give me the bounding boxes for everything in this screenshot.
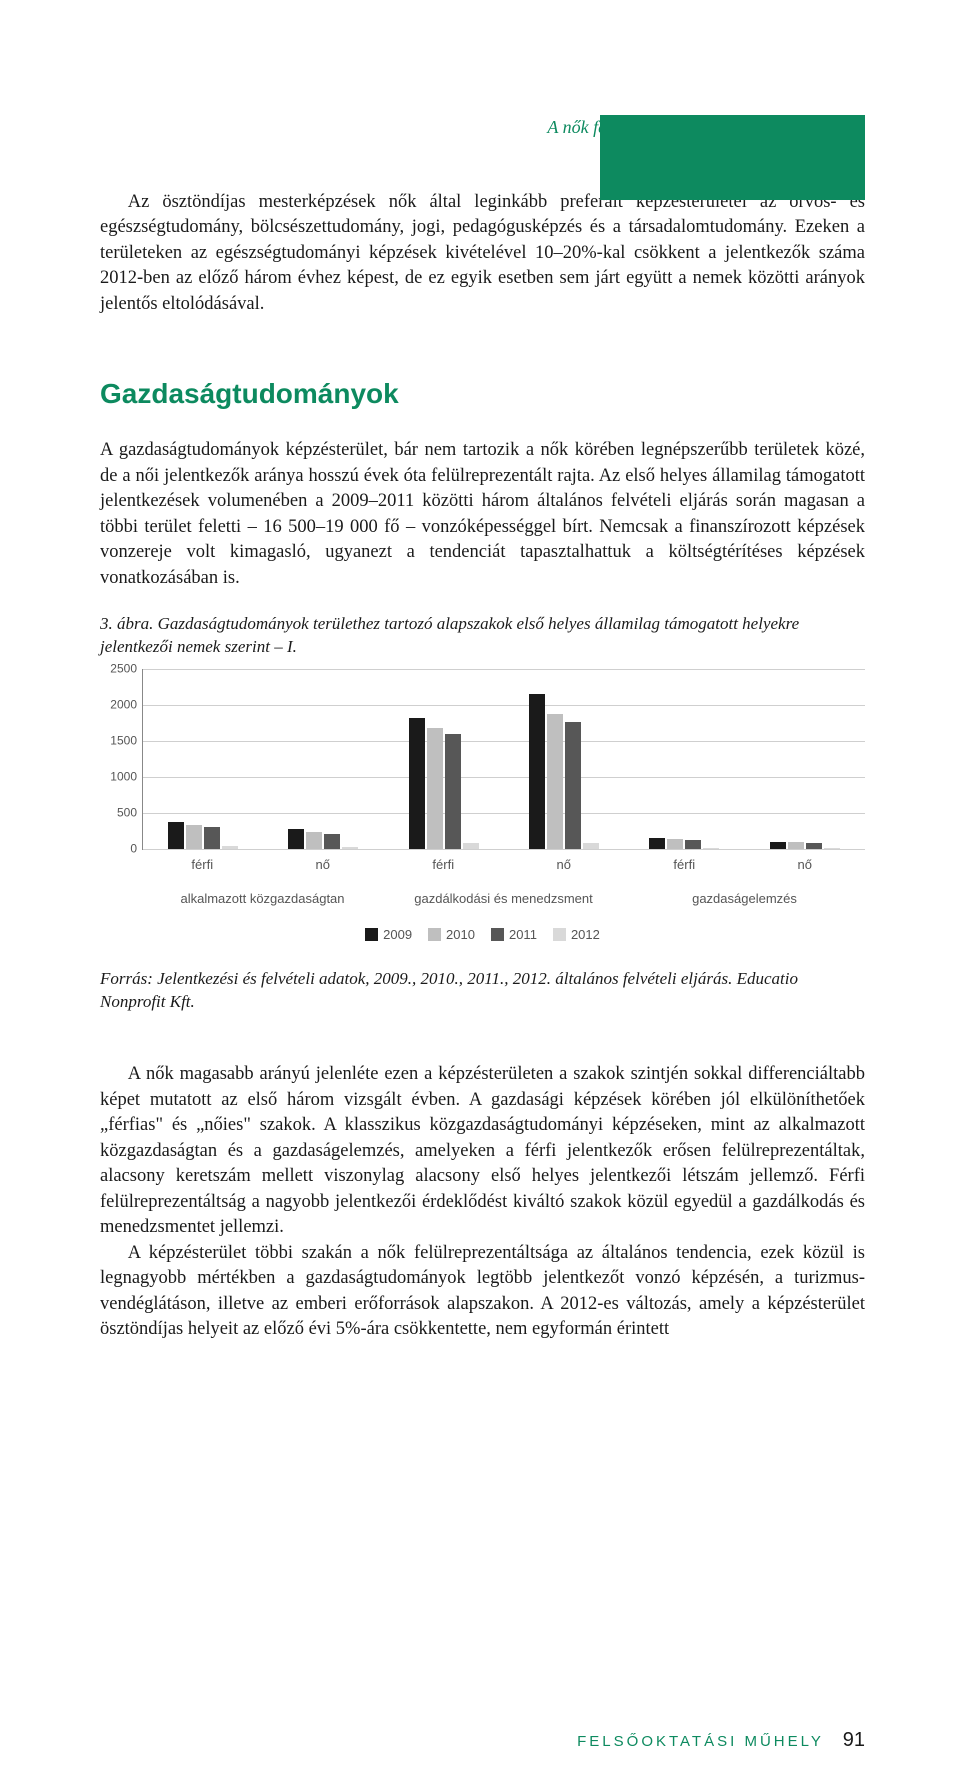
chart-legend-label: 2012 bbox=[571, 926, 600, 944]
chart-bar bbox=[565, 722, 581, 849]
chart-bar-group bbox=[745, 669, 865, 849]
chart-ytick-label: 1500 bbox=[101, 733, 137, 750]
chart-category-label: gazdaságelemzés bbox=[624, 888, 865, 908]
chart-category-label: alkalmazott közgazdaságtan bbox=[142, 888, 383, 908]
chart-bar bbox=[427, 728, 443, 849]
chart-bar bbox=[806, 843, 822, 849]
chart-bar bbox=[204, 827, 220, 849]
chart-ytick-label: 2000 bbox=[101, 697, 137, 714]
chart-bar bbox=[186, 825, 202, 849]
chart-xaxis: férfinőférfinőférfinő bbox=[142, 849, 865, 874]
chart-legend: 2009 2010 2011 2012 bbox=[100, 926, 865, 946]
chart-sublabel: nő bbox=[745, 850, 866, 874]
chart-bar-group bbox=[384, 669, 504, 849]
chart-bar-group bbox=[143, 669, 263, 849]
chart-legend-swatch bbox=[553, 928, 566, 941]
chart-sublabel: nő bbox=[263, 850, 384, 874]
figure-source-text: Jelentkezési és felvételi adatok, 2009.,… bbox=[100, 969, 798, 1011]
figure-source-lead: Forrás: bbox=[100, 969, 153, 988]
chart-bar bbox=[547, 714, 563, 849]
page-number: 91 bbox=[843, 1729, 865, 1751]
chart-legend-item: 2012 bbox=[553, 926, 600, 944]
chart-bar bbox=[583, 843, 599, 849]
chart-sublabel: nő bbox=[504, 850, 625, 874]
chart-gridline bbox=[143, 849, 865, 850]
chart-bar bbox=[649, 838, 665, 849]
chart-legend-swatch bbox=[365, 928, 378, 941]
chart-legend-swatch bbox=[428, 928, 441, 941]
section-paragraph-1: A gazdaságtudományok képzésterület, bár … bbox=[100, 438, 865, 591]
chart-bars-row bbox=[143, 669, 865, 849]
section-paragraph-3: A képzésterület többi szakán a nők felül… bbox=[100, 1241, 865, 1343]
chart-bar bbox=[824, 848, 840, 849]
chart-ytick-label: 1000 bbox=[101, 769, 137, 786]
chart-sublabel: férfi bbox=[142, 850, 263, 874]
corner-accent-box bbox=[600, 115, 865, 200]
chart-bar bbox=[463, 843, 479, 849]
chart-bar bbox=[667, 839, 683, 849]
chart-bar-group bbox=[504, 669, 624, 849]
bar-chart: 05001000150020002500férfinőférfinőférfin… bbox=[100, 669, 865, 946]
chart-bar-group bbox=[624, 669, 744, 849]
chart-bar bbox=[324, 834, 340, 849]
chart-legend-label: 2009 bbox=[383, 926, 412, 944]
chart-bar-group bbox=[263, 669, 383, 849]
chart-plot-area: 05001000150020002500 bbox=[142, 669, 865, 849]
chart-sublabel: férfi bbox=[624, 850, 745, 874]
figure-caption-text: Gazdaságtudományok területhez tartozó al… bbox=[100, 614, 799, 656]
section-paragraph-2: A nők magasabb arányú jelenléte ezen a k… bbox=[100, 1062, 865, 1241]
chart-legend-item: 2009 bbox=[365, 926, 412, 944]
figure-caption-lead: 3. ábra. bbox=[100, 614, 153, 633]
intro-paragraph: Az ösztöndíjas mesterképzések nők által … bbox=[100, 190, 865, 318]
chart-bar bbox=[703, 848, 719, 849]
chart-legend-item: 2011 bbox=[491, 926, 537, 944]
chart-ytick-label: 0 bbox=[101, 841, 137, 858]
chart-bar bbox=[770, 842, 786, 849]
chart-sublabel: férfi bbox=[383, 850, 504, 874]
footer-label: FELSŐOKTATÁSI MŰHELY bbox=[577, 1733, 823, 1750]
chart-bar bbox=[529, 694, 545, 849]
chart-bar bbox=[342, 847, 358, 849]
page-footer: FELSŐOKTATÁSI MŰHELY 91 bbox=[577, 1727, 865, 1755]
chart-bar bbox=[288, 829, 304, 849]
chart-legend-label: 2010 bbox=[446, 926, 475, 944]
chart-bar bbox=[222, 846, 238, 849]
chart-legend-label: 2011 bbox=[509, 926, 537, 944]
chart-bar bbox=[685, 840, 701, 849]
chart-legend-item: 2010 bbox=[428, 926, 475, 944]
section-heading: Gazdaságtudományok bbox=[100, 375, 865, 414]
chart-bar bbox=[168, 822, 184, 849]
chart-category-label: gazdálkodási és menedzsment bbox=[383, 888, 624, 908]
chart-bar bbox=[306, 832, 322, 849]
chart-ytick-label: 2500 bbox=[101, 661, 137, 678]
figure-source: Forrás: Jelentkezési és felvételi adatok… bbox=[100, 968, 865, 1014]
chart-legend-swatch bbox=[491, 928, 504, 941]
chart-bar bbox=[788, 842, 804, 849]
chart-category-row: alkalmazott közgazdaságtangazdálkodási é… bbox=[142, 888, 865, 908]
chart-bar bbox=[409, 718, 425, 849]
figure-caption: 3. ábra. Gazdaságtudományok területhez t… bbox=[100, 613, 865, 659]
chart-ytick-label: 500 bbox=[101, 805, 137, 822]
chart-bar bbox=[445, 734, 461, 849]
